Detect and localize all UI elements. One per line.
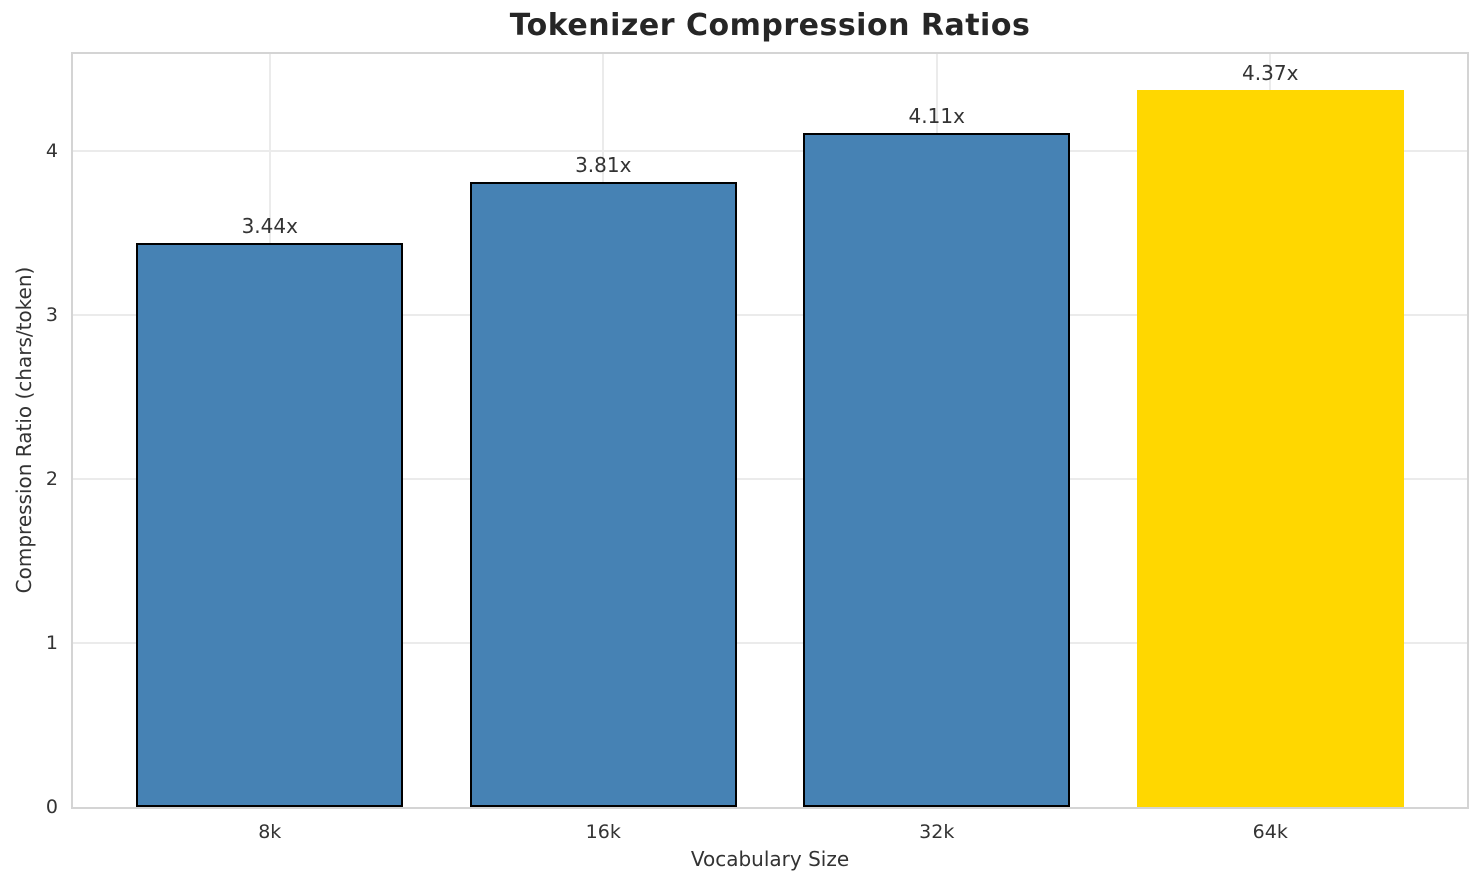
y-tick-label: 0 (45, 796, 58, 818)
bar (469, 181, 737, 807)
y-tick-label: 2 (45, 467, 58, 490)
x-tick-label: 8k (258, 821, 282, 843)
gridline-h (73, 149, 1467, 152)
chart-title: Tokenizer Compression Ratios (509, 8, 1031, 43)
bar-value-label: 3.44x (241, 213, 298, 238)
bar (136, 242, 404, 807)
gridline-h (73, 641, 1467, 644)
bar (803, 132, 1071, 807)
bar (1136, 90, 1404, 807)
bar-value-label: 4.11x (908, 103, 965, 128)
gridline-h (73, 477, 1467, 480)
gridline-h (73, 313, 1467, 316)
y-tick-label: 4 (45, 139, 58, 162)
x-axis-label: Vocabulary Size (690, 847, 850, 871)
x-tick-label: 64k (1252, 821, 1288, 843)
plot-area: 3.44x 3.81x 4.11x 4.37x (71, 52, 1469, 809)
y-tick-label: 1 (45, 631, 58, 654)
x-tick-label: 16k (585, 821, 621, 843)
x-tick-label: 32k (919, 821, 955, 843)
bar-value-label: 3.81x (575, 152, 632, 177)
y-tick-label: 3 (45, 303, 58, 326)
bar-value-label: 4.37x (1242, 61, 1299, 86)
